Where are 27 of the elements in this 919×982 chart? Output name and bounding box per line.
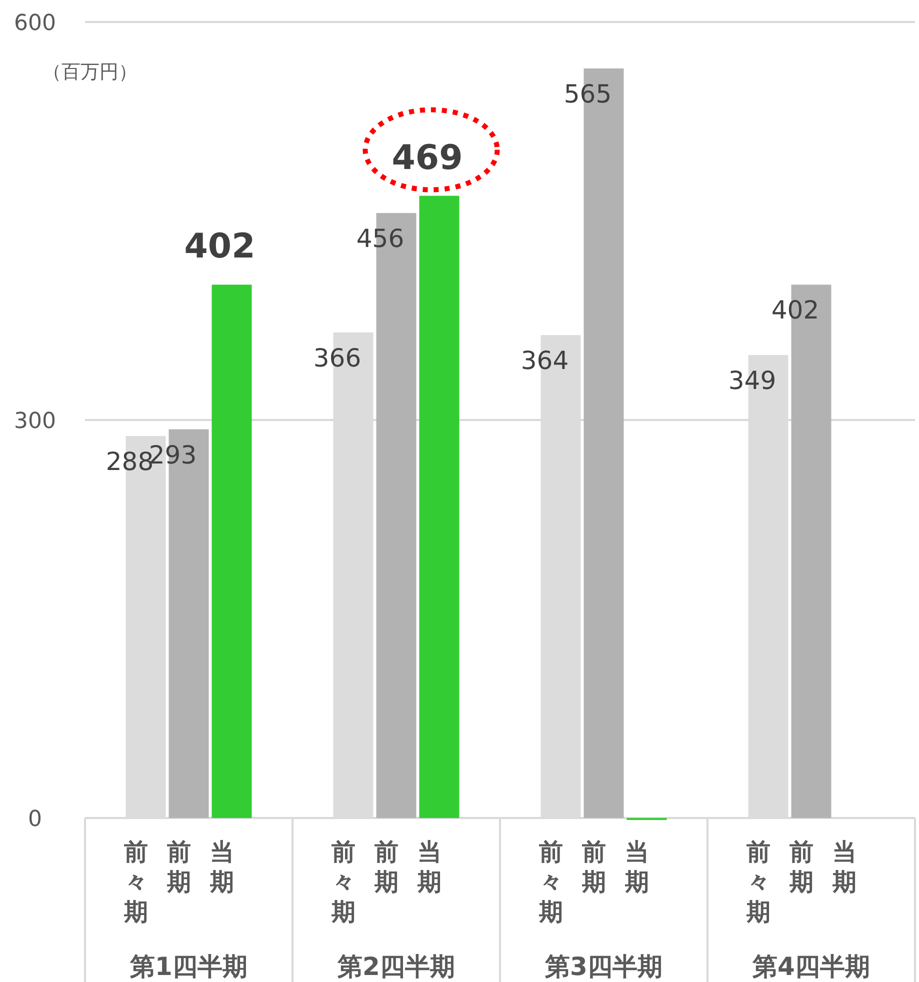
data-label: 366 xyxy=(313,343,362,372)
data-label: 469 xyxy=(392,138,463,178)
text: 当期 xyxy=(417,838,442,896)
text: 前期 xyxy=(374,838,398,896)
text: 前々期 xyxy=(538,838,563,926)
text: 前期 xyxy=(789,838,814,896)
series-label: 前々期 xyxy=(122,838,148,926)
text: 当期 xyxy=(832,838,856,896)
y-axis-title: （百万円） xyxy=(42,61,138,83)
data-label: 402 xyxy=(184,226,256,267)
text: 前々期 xyxy=(331,838,356,926)
text: 当期 xyxy=(210,838,234,896)
y-tick-label: 0 xyxy=(28,807,42,832)
series-label: 当期 xyxy=(624,838,649,896)
y-tick-label: 300 xyxy=(14,409,56,434)
bar xyxy=(212,284,252,818)
data-label: 364 xyxy=(520,346,569,376)
text: 前期 xyxy=(582,838,606,896)
x-tick-label: 第1四半期 xyxy=(129,952,248,981)
text: 前々期 xyxy=(746,838,770,926)
x-tick-label: 第4四半期 xyxy=(752,952,870,981)
series-label: 前期 xyxy=(166,838,191,896)
data-label: 349 xyxy=(728,366,776,395)
y-tick-label: 600 xyxy=(14,11,56,36)
x-tick-label: 第2四半期 xyxy=(336,952,455,981)
bar xyxy=(419,196,460,818)
x-tick-label: 第3四半期 xyxy=(544,952,662,981)
